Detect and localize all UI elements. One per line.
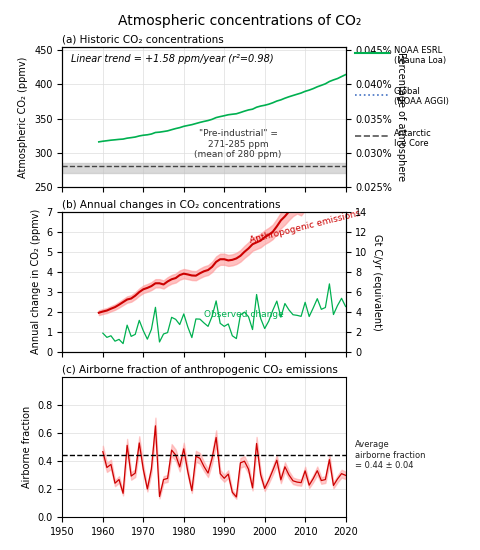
Text: Ice Core: Ice Core: [394, 139, 428, 147]
Text: Global: Global: [394, 87, 420, 96]
Text: Antarctic: Antarctic: [394, 129, 432, 138]
Text: (c) Airborne fraction of anthropogenic CO₂ emissions: (c) Airborne fraction of anthropogenic C…: [62, 365, 338, 375]
Text: Linear trend = +1.58 ppm/year (r²=0.98): Linear trend = +1.58 ppm/year (r²=0.98): [71, 54, 274, 64]
Text: Anthropogenic emissions: Anthropogenic emissions: [249, 208, 362, 245]
Text: Average
airborne fraction
= 0.44 ± 0.04: Average airborne fraction = 0.44 ± 0.04: [355, 441, 426, 470]
Bar: [62, 163, 346, 173]
Text: "Pre-industrial" =
271-285 ppm
(mean of 280 ppm): "Pre-industrial" = 271-285 ppm (mean of …: [194, 129, 282, 159]
Y-axis label: Percentage of atmosphere: Percentage of atmosphere: [396, 52, 406, 182]
Y-axis label: Annual change in CO₂ (ppmv): Annual change in CO₂ (ppmv): [31, 209, 41, 355]
Y-axis label: Gt C/yr (equivalent): Gt C/yr (equivalent): [372, 234, 382, 330]
Text: (Mauna Loa): (Mauna Loa): [394, 56, 446, 65]
Text: NOAA ESRL: NOAA ESRL: [394, 46, 442, 55]
Y-axis label: Atmospheric CO₂ (ppmv): Atmospheric CO₂ (ppmv): [19, 56, 28, 178]
Text: (b) Annual changes in CO₂ concentrations: (b) Annual changes in CO₂ concentrations: [62, 200, 281, 210]
Text: (a) Historic CO₂ concentrations: (a) Historic CO₂ concentrations: [62, 35, 224, 45]
Text: Atmospheric concentrations of CO₂: Atmospheric concentrations of CO₂: [118, 14, 362, 28]
Y-axis label: Airborne fraction: Airborne fraction: [22, 406, 32, 488]
Text: (NOAA AGGI): (NOAA AGGI): [394, 97, 448, 106]
Text: Observed change: Observed change: [204, 310, 284, 319]
